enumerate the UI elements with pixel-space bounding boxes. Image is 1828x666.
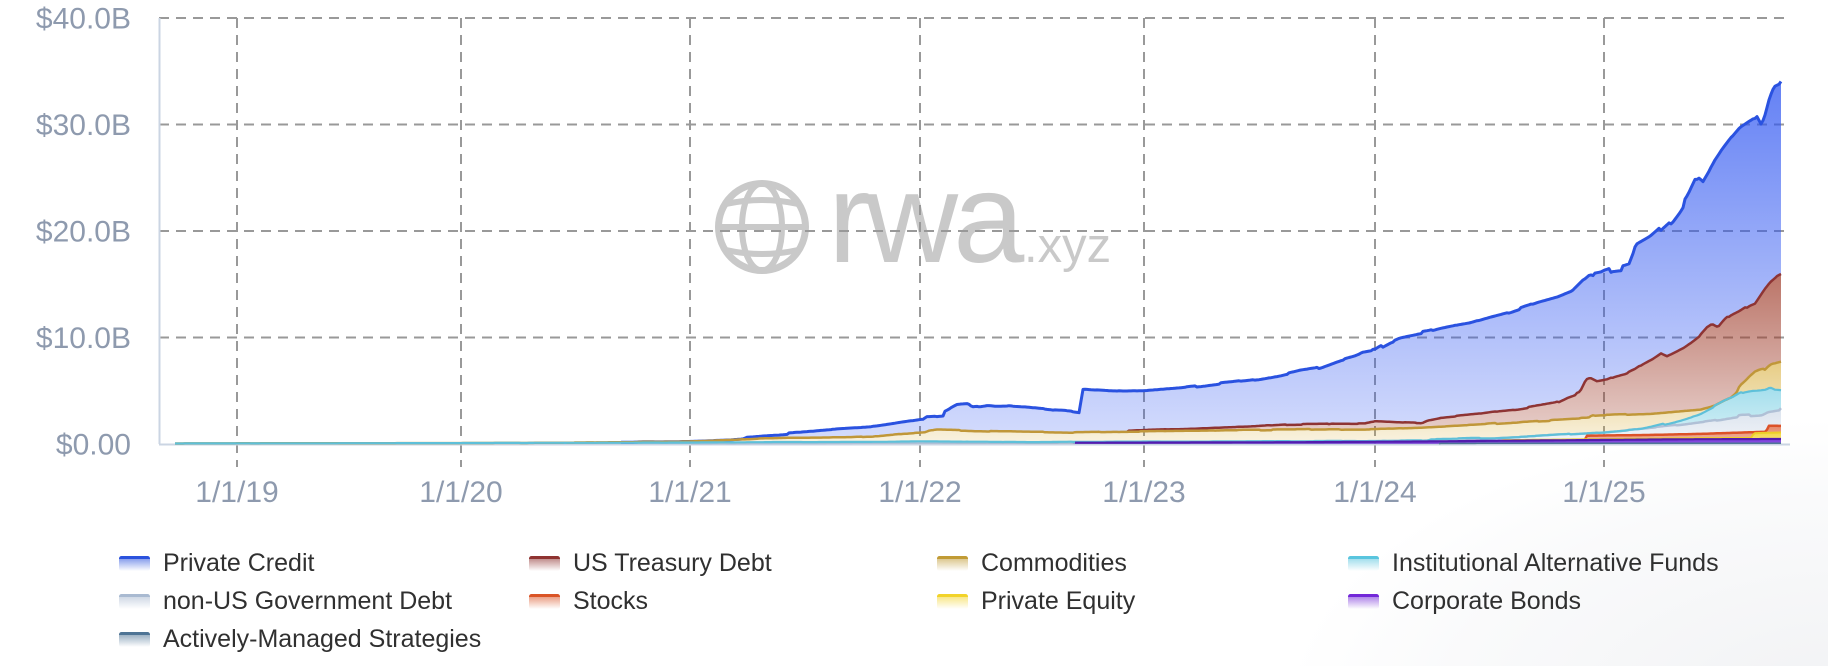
svg-text:$30.0B: $30.0B bbox=[36, 109, 131, 142]
svg-text:$40.0B: $40.0B bbox=[36, 3, 131, 36]
svg-text:$0.00: $0.00 bbox=[56, 429, 131, 462]
svg-text:1/1/19: 1/1/19 bbox=[195, 476, 278, 509]
svg-text:1/1/21: 1/1/21 bbox=[648, 476, 731, 509]
svg-text:.xyz: .xyz bbox=[1024, 219, 1111, 273]
svg-text:1/1/25: 1/1/25 bbox=[1562, 476, 1645, 509]
svg-text:1/1/24: 1/1/24 bbox=[1333, 476, 1416, 509]
svg-text:rwa: rwa bbox=[828, 147, 1025, 290]
svg-text:1/1/23: 1/1/23 bbox=[1102, 476, 1185, 509]
svg-text:$10.0B: $10.0B bbox=[36, 322, 131, 355]
svg-text:1/1/20: 1/1/20 bbox=[419, 476, 502, 509]
svg-text:1/1/22: 1/1/22 bbox=[878, 476, 961, 509]
svg-text:$20.0B: $20.0B bbox=[36, 216, 131, 249]
